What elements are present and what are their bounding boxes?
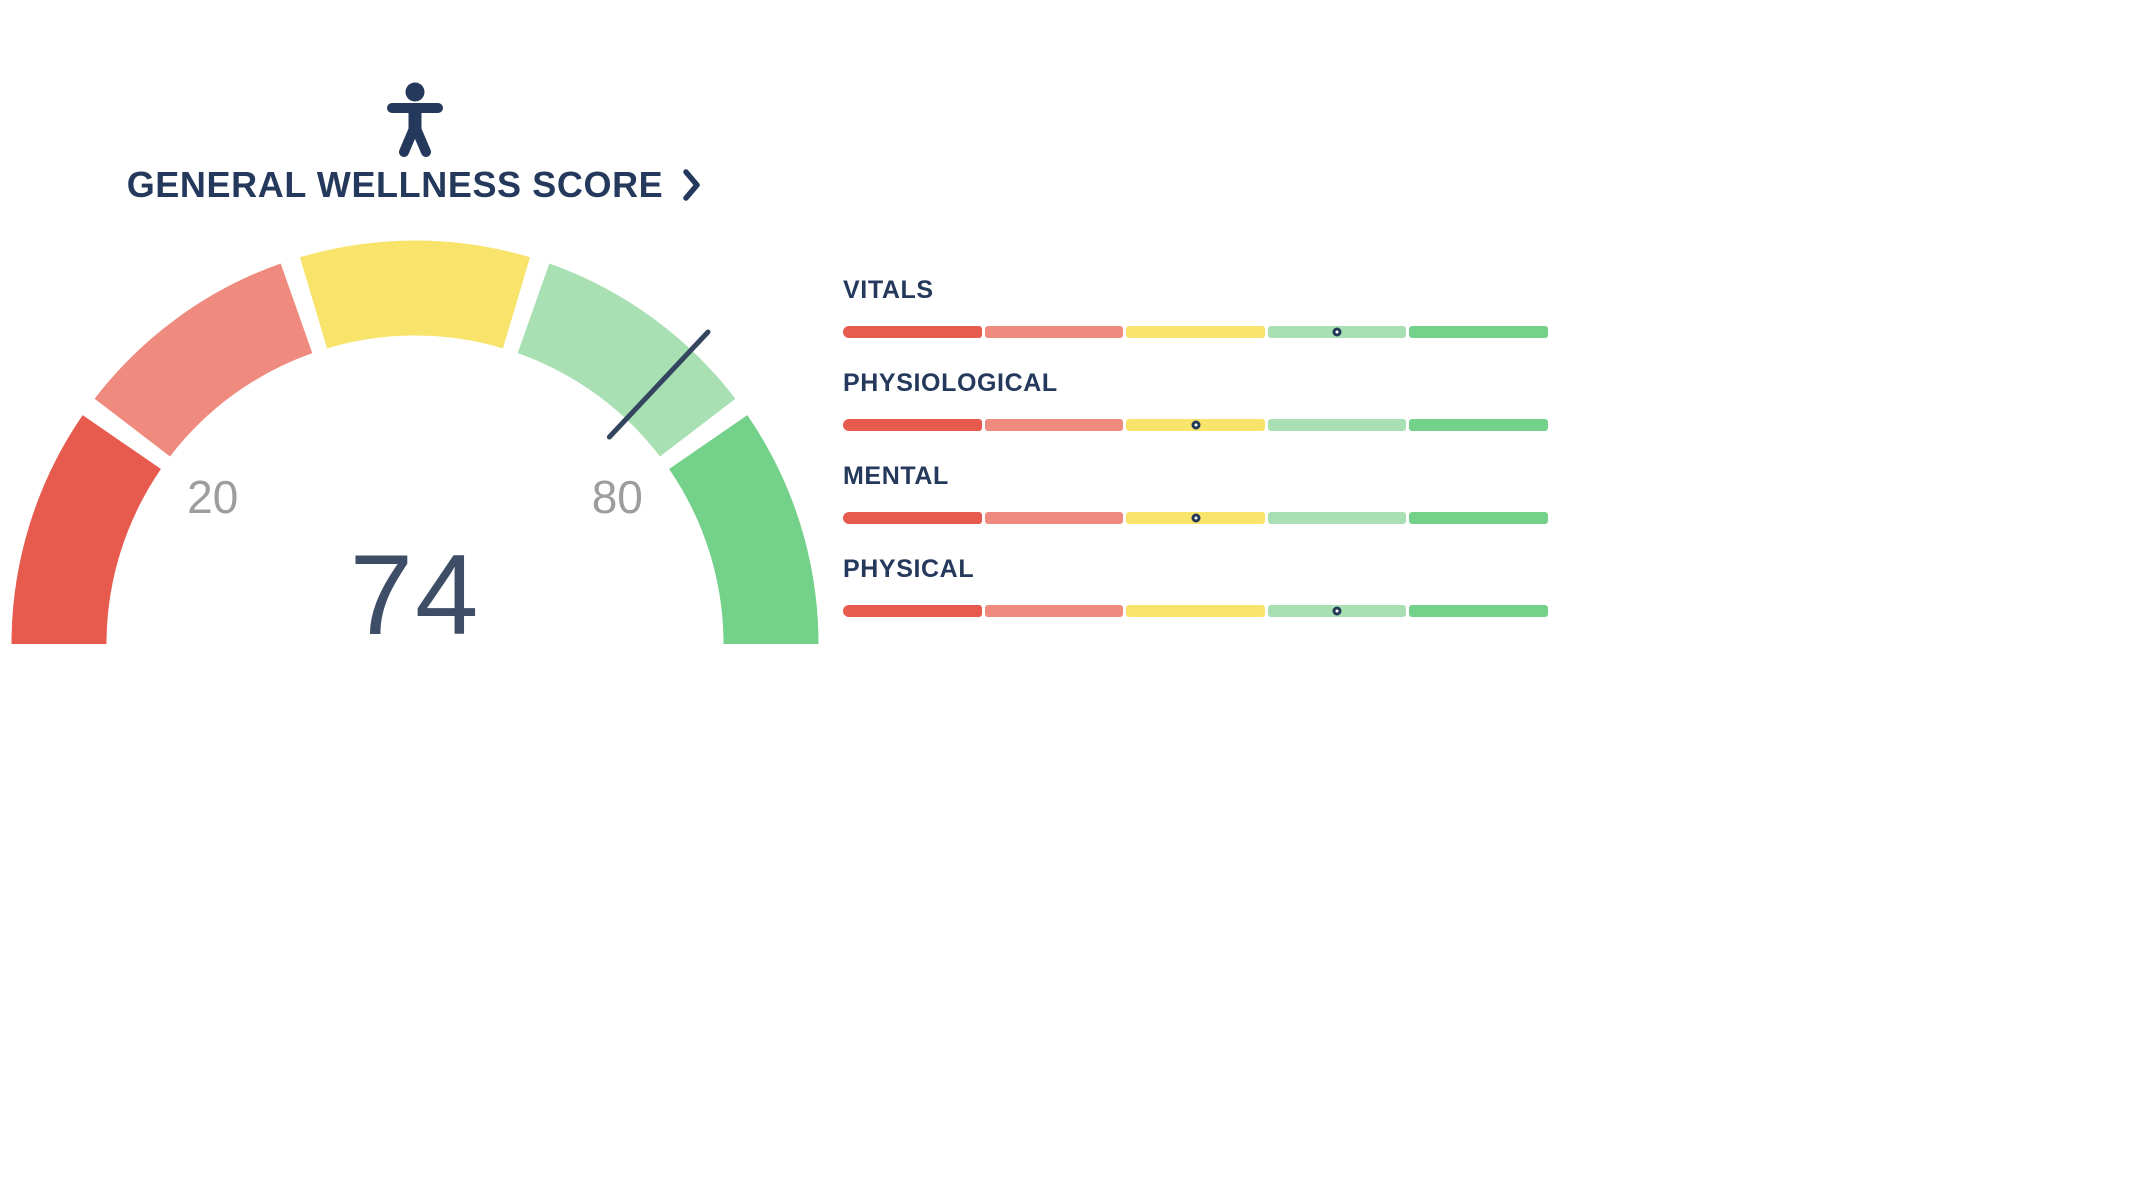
gauge-tick-20: 20 (187, 471, 238, 523)
slider-handle[interactable] (1332, 327, 1341, 337)
slider-handle[interactable] (1191, 513, 1200, 523)
slider-track-segment-0 (843, 419, 982, 431)
slider-track[interactable] (843, 326, 1548, 338)
slider-track[interactable] (843, 419, 1548, 431)
slider-track[interactable] (843, 512, 1548, 524)
gauge-value: 74 (349, 532, 481, 659)
slider-label: PHYSICAL (843, 555, 975, 583)
slider-track-segment-0 (843, 605, 982, 617)
gauge-segment-green (668, 415, 819, 645)
wellness-gauge: 20 80 (11, 240, 819, 645)
slider-track-segment-0 (843, 326, 982, 338)
person-icon (0, 82, 830, 158)
chevron-right-icon[interactable] (681, 168, 703, 202)
slider-track-segment-3 (1267, 419, 1407, 431)
gauge-title: GENERAL WELLNESS SCORE (126, 164, 664, 205)
slider-label: MENTAL (843, 462, 949, 490)
slider-track-segment-4 (1409, 512, 1548, 524)
slider-track-segment-4 (1409, 605, 1548, 617)
slider-track-segment-1 (984, 605, 1124, 617)
gauge-segment-light-green (516, 263, 736, 458)
slider-track[interactable] (843, 605, 1548, 617)
slider-label: PHYSIOLOGICAL (843, 369, 1058, 397)
slider-label: VITALS (843, 276, 934, 304)
slider-handle[interactable] (1332, 606, 1341, 616)
slider-track-segment-3 (1267, 512, 1407, 524)
slider-track-segment-2 (1126, 605, 1265, 617)
gauge-tick-80: 80 (592, 471, 643, 523)
slider-track-segment-2 (1126, 326, 1265, 338)
gauge-panel: GENERAL WELLNESS SCORE 20 80 74 (0, 0, 830, 900)
slider-track-segment-1 (984, 326, 1124, 338)
slider-track-segment-4 (1409, 326, 1548, 338)
gauge-segment-salmon (94, 263, 314, 458)
gauge-segment-yellow (299, 240, 531, 349)
slider-row-mental: MENTAL (843, 462, 1548, 524)
slider-track-segment-4 (1409, 419, 1548, 431)
slider-track-segment-1 (984, 512, 1124, 524)
gauge-needle (606, 329, 711, 440)
slider-row-physiological: PHYSIOLOGICAL (843, 369, 1548, 431)
slider-track-segment-0 (843, 512, 982, 524)
slider-row-vitals: VITALS (843, 276, 1548, 338)
slider-track-segment-1 (984, 419, 1124, 431)
gauge-title-row[interactable]: GENERAL WELLNESS SCORE (0, 164, 830, 206)
sliders-panel: VITALS PHYSIOLOGICAL MENTAL PHYSICAL (843, 276, 1548, 648)
slider-handle[interactable] (1191, 420, 1200, 430)
slider-row-physical: PHYSICAL (843, 555, 1548, 617)
gauge-segment-red (11, 415, 162, 645)
